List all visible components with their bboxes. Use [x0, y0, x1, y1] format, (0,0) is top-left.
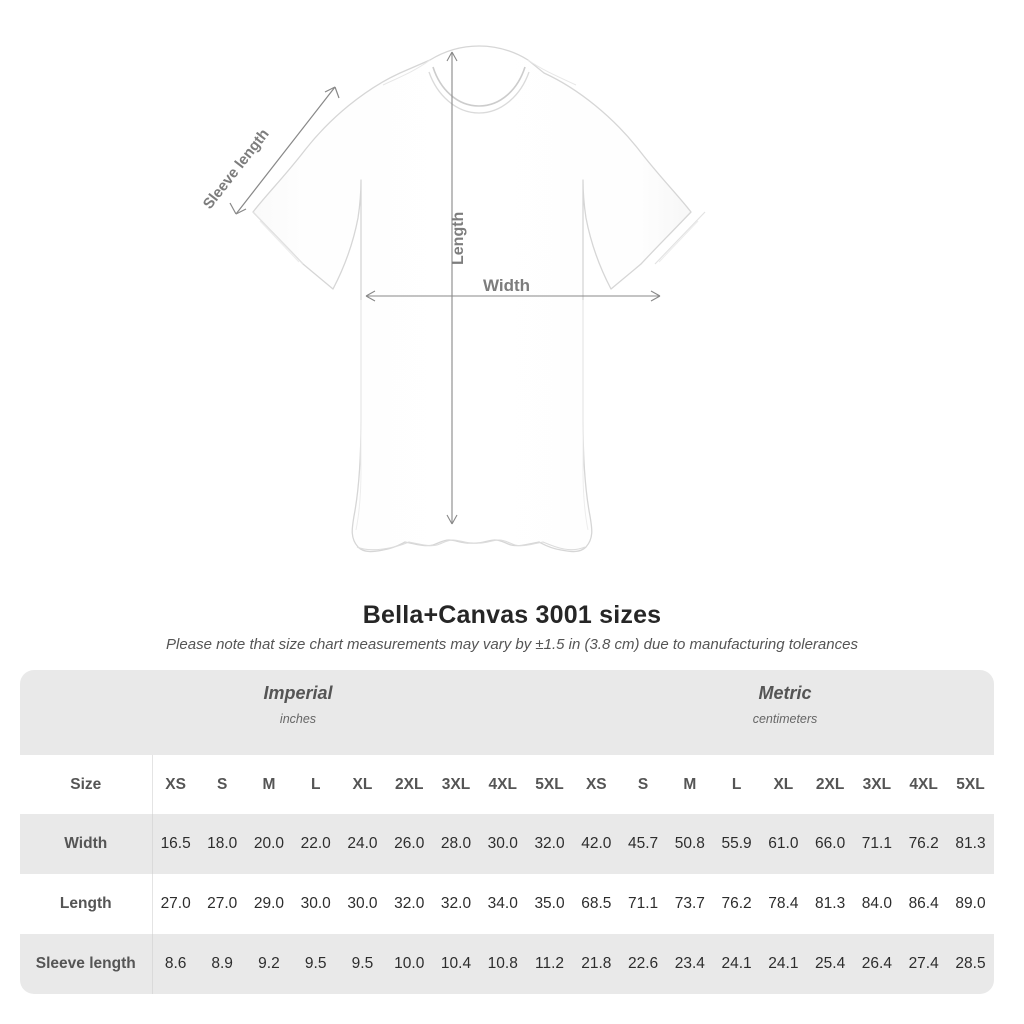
- svg-text:Sleeve length: Sleeve length: [200, 126, 273, 213]
- svg-text:Length: Length: [450, 212, 467, 265]
- svg-text:Width: Width: [483, 276, 530, 295]
